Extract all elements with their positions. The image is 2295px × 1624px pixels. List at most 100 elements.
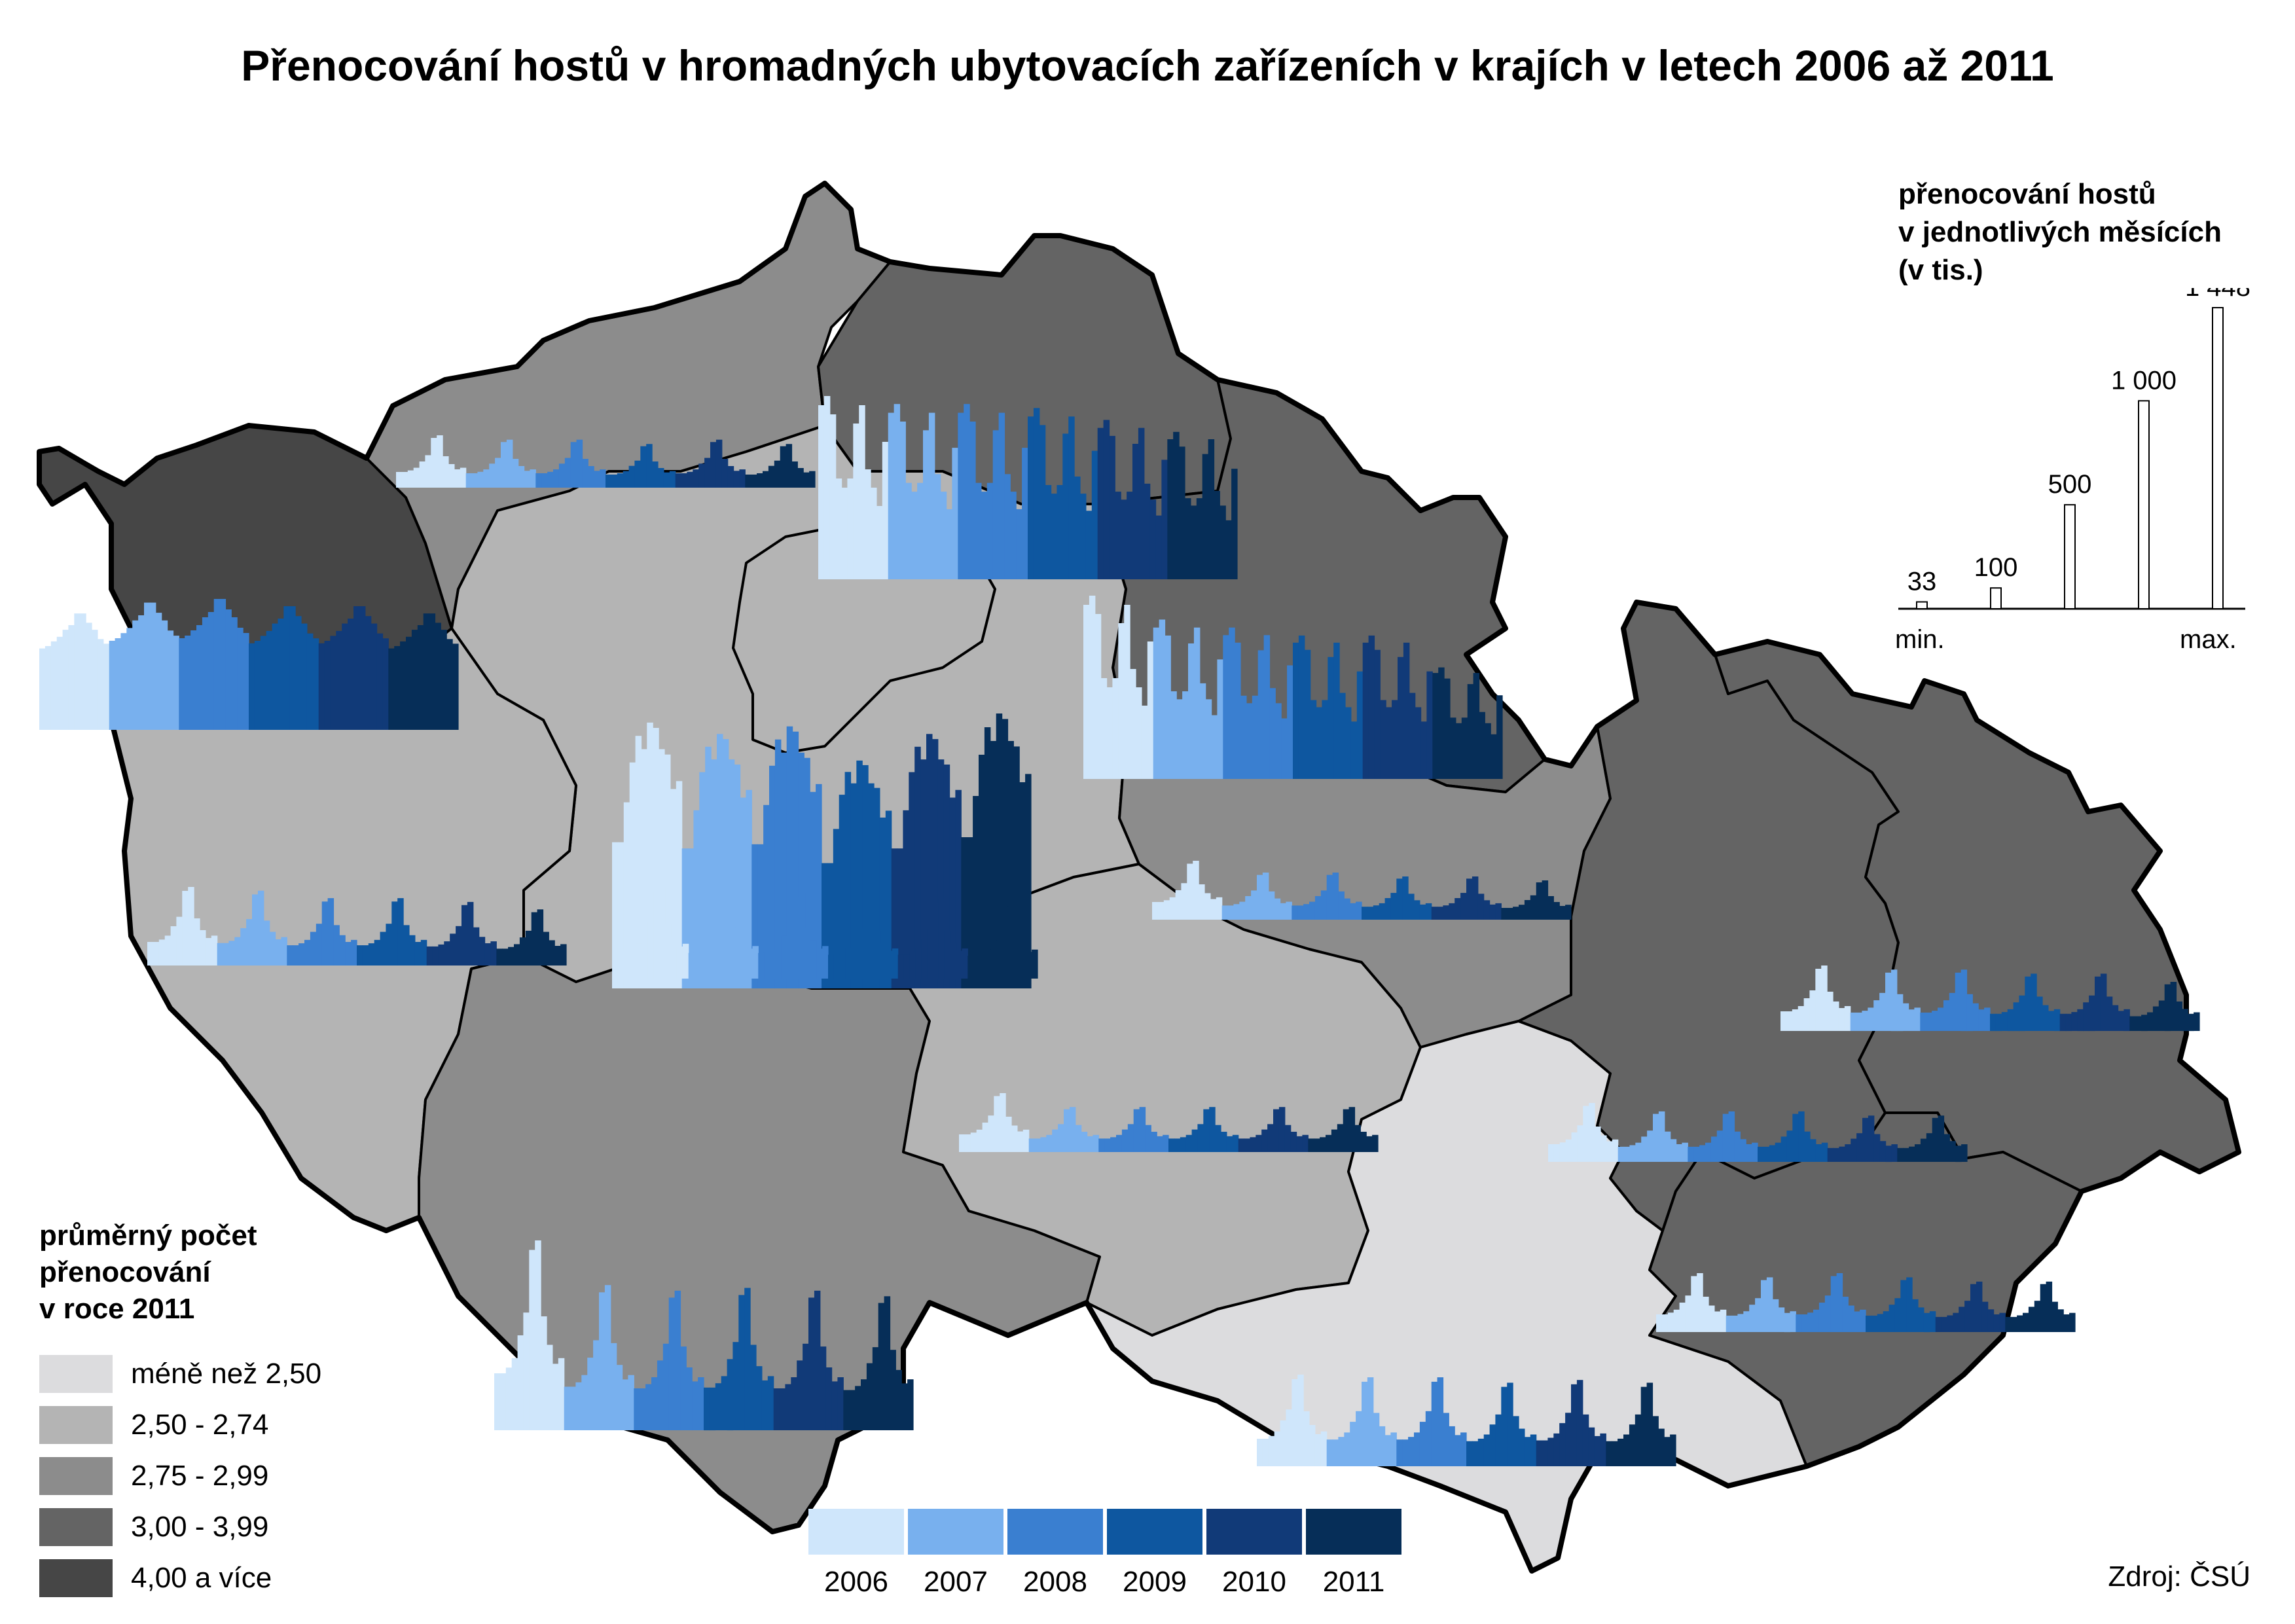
bar-stredocesky-2011-m1 xyxy=(967,956,974,979)
bar-karlovarsky-2010-m2 xyxy=(324,641,331,730)
bar-stredocesky-2008-m8 xyxy=(799,893,806,979)
bar-jihomoravsky-2007-m12 xyxy=(1390,1432,1397,1466)
bar-jihocesky-2011-m2 xyxy=(849,1390,856,1430)
bar-jihomoravsky-2008-m6 xyxy=(1425,1411,1432,1466)
bar-liberecky-2009-m6 xyxy=(1057,485,1063,579)
bar-moravskoslezsky-2010-m11 xyxy=(2118,1011,2125,1031)
bar-vysocina-2008-m12 xyxy=(1163,1134,1169,1152)
bar-plzensky-2007-m12 xyxy=(281,937,287,965)
bar-stredocesky-2009-m3 xyxy=(839,952,846,979)
bar-ustecky-2011-m2 xyxy=(751,475,757,488)
bar-kralovehradecky-2006-m5 xyxy=(1106,687,1113,779)
bar-stredocesky-2009-m8 xyxy=(869,899,875,979)
bar-pardubicky-2011-m2 xyxy=(1507,908,1513,920)
bar-ustecky-2007-m9 xyxy=(512,459,519,488)
bar-moravskoslezsky-2009-m12 xyxy=(2053,1009,2061,1032)
bar-zlinsky-2010-m10 xyxy=(1987,1309,1995,1332)
bar-jihomoravsky-2008-m7 xyxy=(1431,1381,1438,1466)
bar-plzensky-2008-m6 xyxy=(316,924,323,965)
bar-olomoucky-2006-m11 xyxy=(1606,1141,1613,1162)
bar-olomoucky-2007-m11 xyxy=(1676,1144,1683,1162)
bar-ustecky-2006-m10 xyxy=(448,464,455,488)
bar-kralovehradecky-2010-m1 xyxy=(1362,642,1369,779)
bar-vysocina-2011-m5 xyxy=(1331,1129,1338,1152)
bar-zlinsky-2011-m9 xyxy=(2051,1301,2058,1332)
bar-ustecky-2010-m5 xyxy=(698,463,705,488)
bar-kralovehradecky-2006-m7 xyxy=(1118,623,1125,779)
bar-vysocina-2008-m4 xyxy=(1116,1134,1123,1152)
bar-olomoucky-2006-m10 xyxy=(1600,1135,1607,1162)
bar-karlovarsky-2011-m7 xyxy=(423,613,430,730)
legend-label: 2,75 - 2,99 xyxy=(131,1460,269,1492)
bar-moravskoslezsky-2011-m4 xyxy=(2147,1012,2154,1031)
scale-title-line: v jednotlivých měsících xyxy=(1898,216,2222,248)
bar-ustecky-2009-m5 xyxy=(628,465,636,488)
bar-zlinsky-2008-m8 xyxy=(1836,1273,1843,1332)
bar-ustecky-2011-m7 xyxy=(780,446,787,488)
bar-jihocesky-2010-m12 xyxy=(837,1377,844,1430)
bar-karlovarsky-2006-m5 xyxy=(62,630,69,730)
bar-liberecky-2008-m7 xyxy=(992,430,1000,579)
bar-praha-2006-m3 xyxy=(623,802,630,988)
bar-kralovehradecky-2007-m12 xyxy=(1217,659,1223,779)
bar-plzensky-2011-m12 xyxy=(560,944,567,965)
bar-moravskoslezsky-2008-m6 xyxy=(1949,992,1956,1031)
bar-liberecky-2007-m10 xyxy=(940,492,947,579)
chart-pardubicky xyxy=(1152,861,1572,920)
bar-ustecky-2007-m10 xyxy=(518,466,525,488)
scale-title-line: přenocování hostů xyxy=(1898,178,2156,210)
bar-karlovarsky-2010-m4 xyxy=(336,630,342,730)
bar-moravskoslezsky-2009-m1 xyxy=(1990,1013,1997,1032)
bar-pardubicky-2011-m12 xyxy=(1565,905,1572,920)
bar-moravskoslezsky-2008-m12 xyxy=(1984,1007,1991,1031)
bar-jihomoravsky-2010-m7 xyxy=(1571,1384,1578,1466)
bar-stredocesky-2007-m9 xyxy=(734,927,742,979)
bar-moravskoslezsky-2007-m11 xyxy=(1908,1009,1915,1031)
bar-plzensky-2008-m12 xyxy=(351,939,357,965)
scale-max-label: max. xyxy=(2180,625,2237,654)
bar-praha-2007-m12 xyxy=(746,789,752,988)
bar-vysocina-2011-m10 xyxy=(1360,1132,1367,1152)
bar-ustecky-2009-m7 xyxy=(640,446,647,488)
bar-stredocesky-2008-m1 xyxy=(758,952,765,979)
bar-stredocesky-2009-m2 xyxy=(833,954,840,979)
bar-stredocesky-2008-m4 xyxy=(776,946,782,979)
bar-praha-2011-m11 xyxy=(1019,782,1026,988)
bar-ustecky-2007-m4 xyxy=(483,469,490,488)
bar-olomoucky-2008-m9 xyxy=(1734,1131,1741,1162)
bar-kralovehradecky-2010-m2 xyxy=(1368,635,1375,779)
bar-karlovarsky-2009-m8 xyxy=(289,606,296,730)
bar-plzensky-2008-m7 xyxy=(321,901,329,965)
bar-stredocesky-2011-m5 xyxy=(990,940,998,979)
bar-olomoucky-2007-m6 xyxy=(1647,1130,1653,1162)
chart-karlovarsky xyxy=(39,599,459,730)
bar-pardubicky-2006-m5 xyxy=(1175,890,1182,920)
bar-pardubicky-2009-m4 xyxy=(1379,903,1386,920)
bar-jihocesky-2011-m3 xyxy=(855,1386,861,1430)
monthly-charts-layer xyxy=(39,396,2200,1466)
bar-liberecky-2010-m9 xyxy=(1144,483,1151,579)
bar-plzensky-2011-m8 xyxy=(537,909,544,965)
bar-jihocesky-2011-m10 xyxy=(895,1369,902,1430)
bar-vysocina-2008-m8 xyxy=(1139,1107,1146,1152)
bar-liberecky-2011-m9 xyxy=(1214,490,1220,579)
bar-karlovarsky-2011-m1 xyxy=(388,648,395,730)
bar-jihomoravsky-2010-m8 xyxy=(1576,1380,1583,1466)
bar-kralovehradecky-2010-m4 xyxy=(1380,700,1386,779)
year-label-2006: 2006 xyxy=(824,1566,888,1598)
bar-praha-2011-m12 xyxy=(1025,774,1032,988)
bar-ustecky-2011-m12 xyxy=(809,471,816,488)
bar-praha-2006-m7 xyxy=(647,722,653,988)
bar-karlovarsky-2006-m10 xyxy=(92,630,98,730)
bar-zlinsky-2008-m4 xyxy=(1813,1309,1820,1332)
bar-plzensky-2011-m1 xyxy=(496,948,503,965)
bar-moravskoslezsky-2006-m1 xyxy=(1780,1011,1787,1031)
bar-jihomoravsky-2011-m6 xyxy=(1635,1414,1642,1466)
bar-zlinsky-2010-m6 xyxy=(1964,1301,1971,1332)
bar-moravskoslezsky-2007-m5 xyxy=(1873,1000,1880,1031)
bar-kralovehradecky-2010-m3 xyxy=(1374,649,1381,779)
bar-kralovehradecky-2006-m10 xyxy=(1136,687,1142,779)
bar-jihomoravsky-2009-m1 xyxy=(1466,1441,1473,1466)
bar-stredocesky-2008-m3 xyxy=(770,950,776,979)
bar-stredocesky-2006-m6 xyxy=(647,922,654,979)
